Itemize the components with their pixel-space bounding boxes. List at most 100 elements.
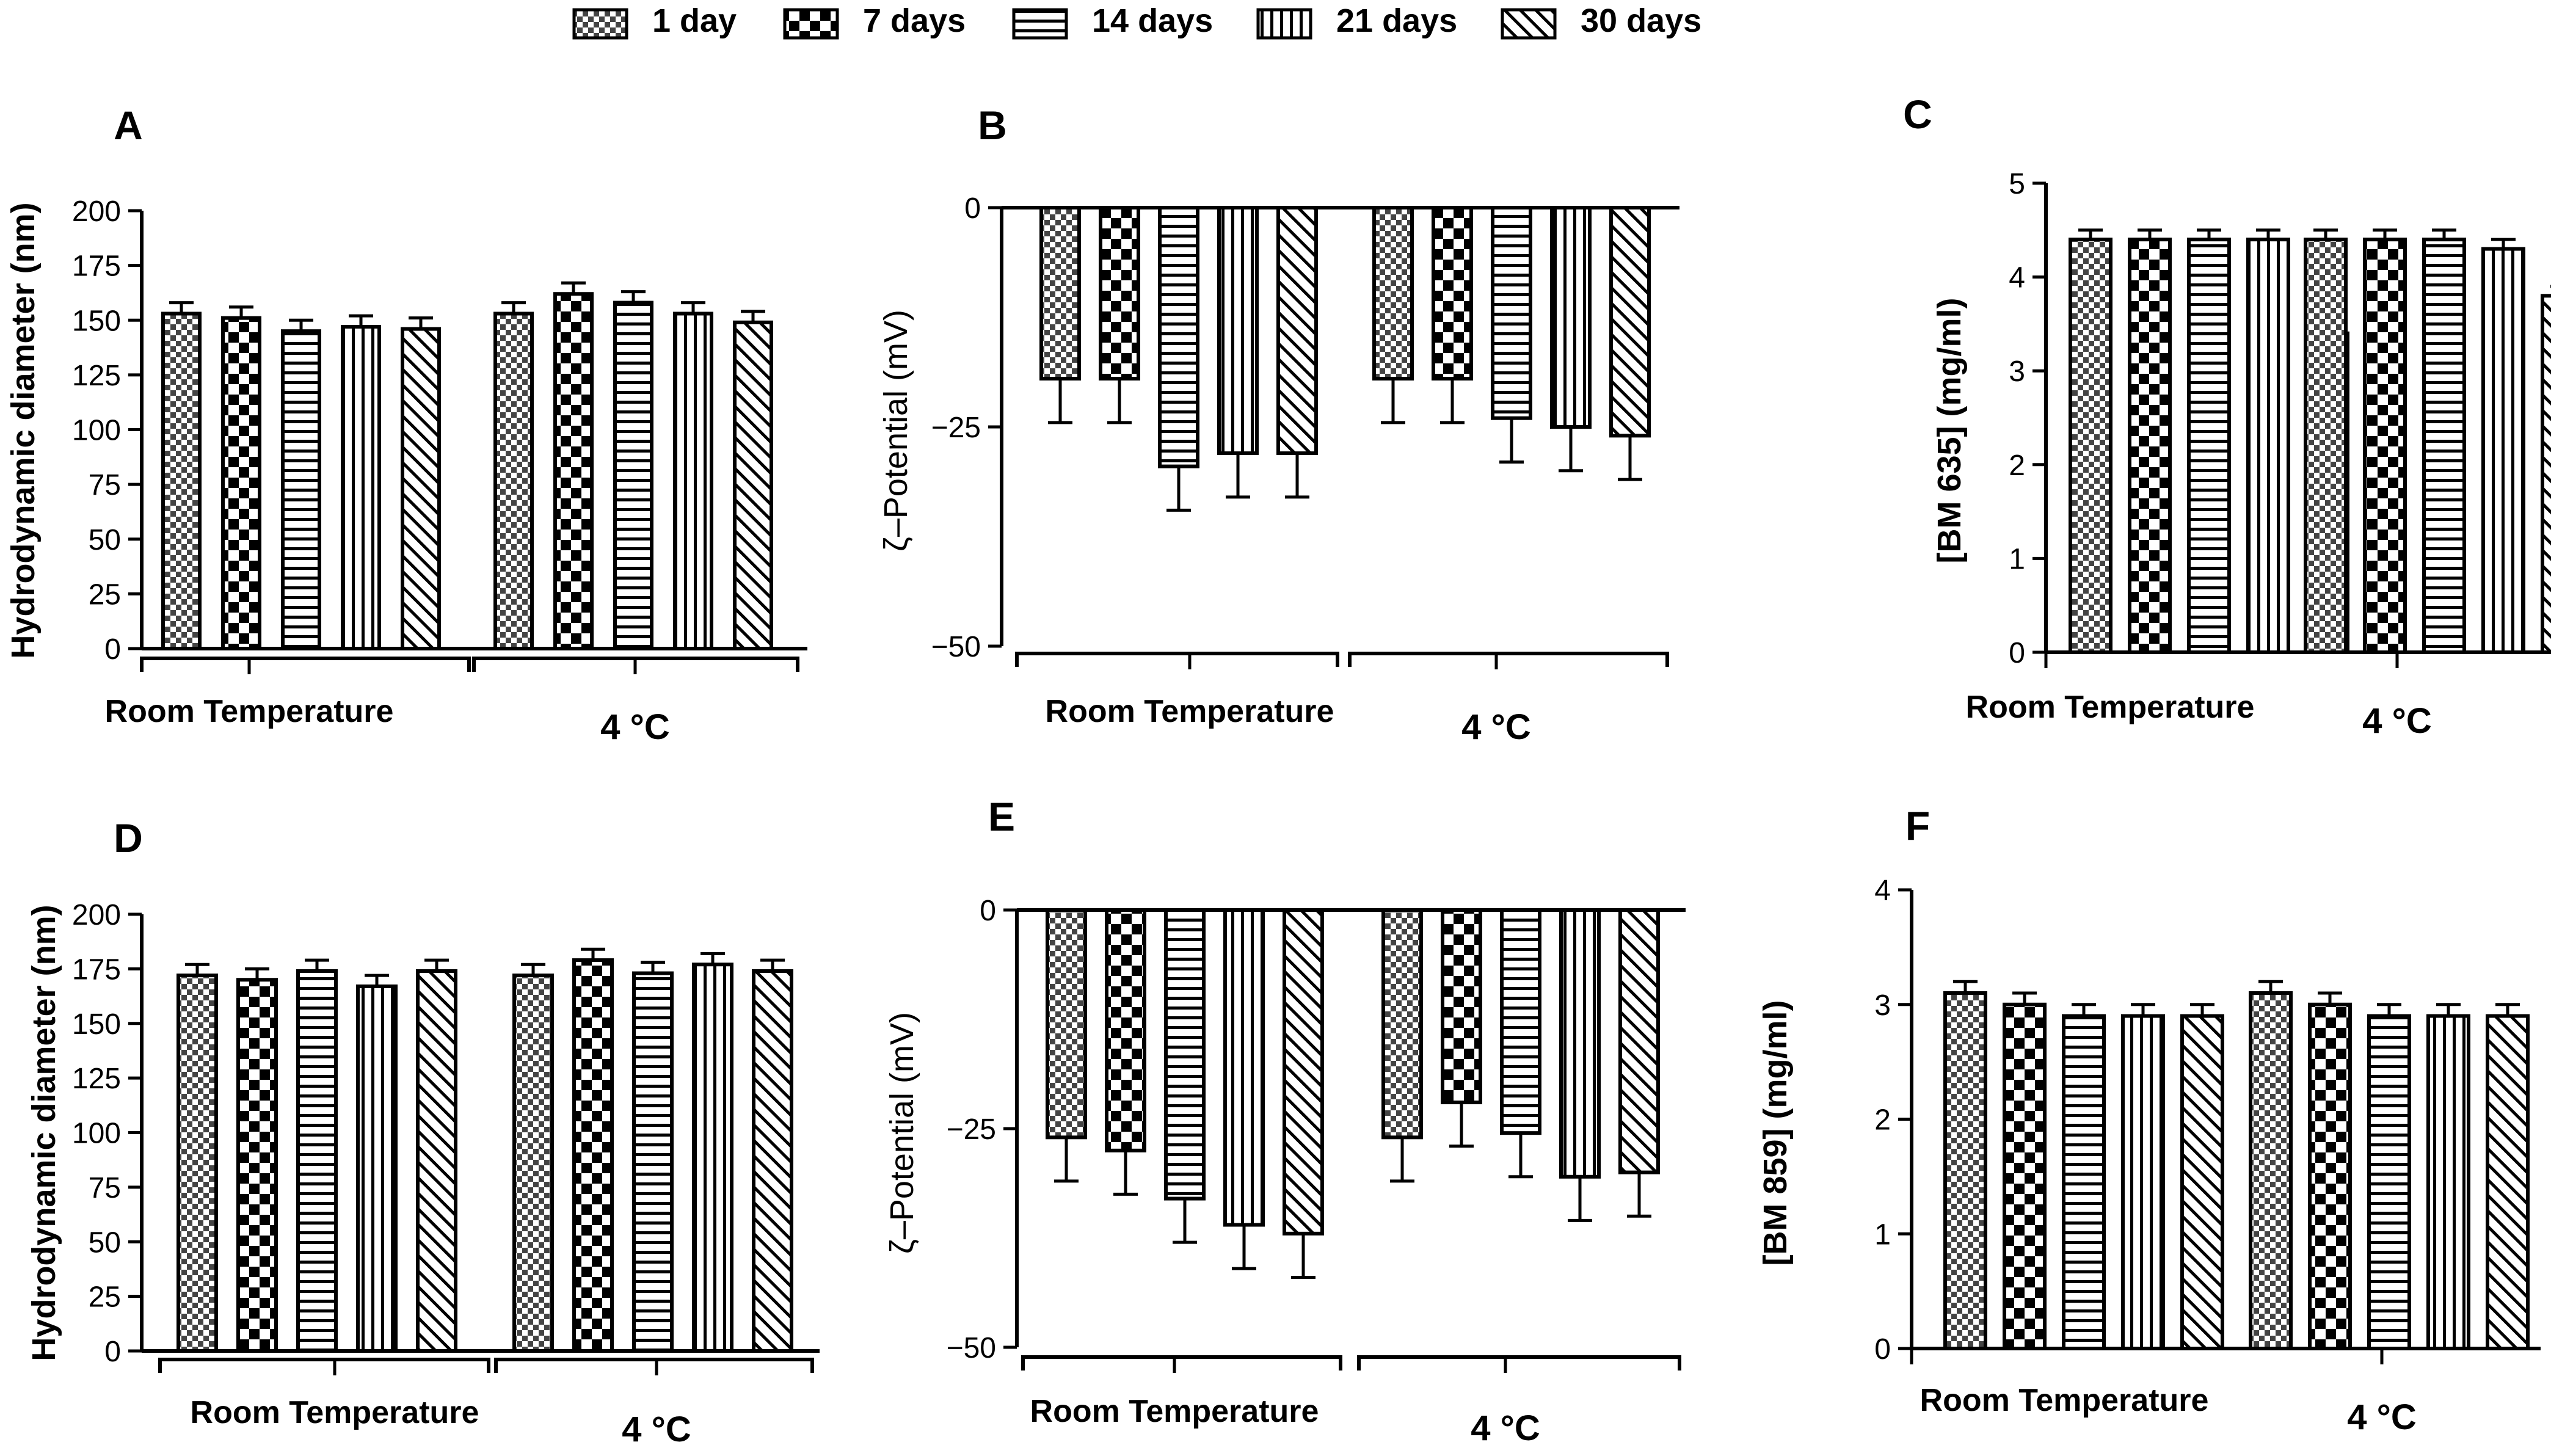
y-tick-label: 75 bbox=[89, 1172, 121, 1204]
bar-E-0-3 bbox=[1223, 908, 1265, 1227]
y-tick-label: 175 bbox=[72, 250, 121, 283]
y-tick-label: 100 bbox=[72, 415, 121, 447]
bar-B-0-2 bbox=[1158, 206, 1199, 468]
chart-F: F 0 1 2 3 4 [BM 859] (mg/ml) Room Temperature 4 … bbox=[1757, 803, 2541, 1437]
bar-C-0-1 bbox=[2128, 238, 2172, 655]
y-tick-label: 200 bbox=[72, 899, 121, 931]
bar-D-0-1 bbox=[236, 978, 278, 1353]
y-tick-label: 5 bbox=[2009, 168, 2025, 200]
panel-letter-E: E bbox=[988, 794, 1015, 839]
bar-C-1-2 bbox=[2422, 238, 2466, 655]
y-tick-label: 4 bbox=[2009, 262, 2025, 294]
bar-D-0-3 bbox=[356, 984, 398, 1353]
y-tick-label: 3 bbox=[2009, 355, 2025, 388]
y-tick-label: 0 bbox=[104, 633, 121, 666]
bar-C-0-3 bbox=[2246, 238, 2290, 655]
panel-letter-C: C bbox=[1903, 92, 1932, 137]
bar-A-0-0 bbox=[161, 311, 202, 650]
bar-F-1-4 bbox=[2486, 1014, 2530, 1350]
y-tick-label: 75 bbox=[89, 469, 121, 501]
y-tick-label: 175 bbox=[72, 953, 121, 986]
group-bracket bbox=[1015, 652, 1339, 667]
group-label-0: Room Temperature bbox=[1920, 1383, 2209, 1418]
group-label-0: Room Temperature bbox=[1966, 690, 2255, 725]
bar-E-0-2 bbox=[1164, 908, 1206, 1201]
bar-A-0-4 bbox=[401, 327, 441, 650]
chart-D: D 0 25 50 75 100 125 150 175 200 Hydrodynamic diam… bbox=[26, 815, 820, 1449]
bar-B-1-0 bbox=[1372, 206, 1414, 381]
group-label-0: Room Temperature bbox=[1046, 694, 1334, 729]
y-tick-label: 150 bbox=[72, 305, 121, 337]
bar-D-1-4 bbox=[752, 969, 793, 1353]
y-axis-label: [BM 635] (mg/ml) bbox=[1931, 297, 1968, 563]
legend-label-3: 21 days bbox=[1336, 2, 1457, 39]
y-tick-label: 0 bbox=[1874, 1333, 1891, 1366]
legend-swatch-1 bbox=[783, 8, 839, 40]
bar-C-1-3 bbox=[2481, 247, 2525, 654]
y-tick-label: 0 bbox=[964, 192, 981, 225]
bar-A-1-2 bbox=[613, 300, 653, 650]
bar-F-1-0 bbox=[2249, 991, 2293, 1350]
y-tick-label: 0 bbox=[104, 1336, 121, 1368]
y-tick-label: 25 bbox=[89, 1281, 121, 1314]
y-tick-label: 1 bbox=[2009, 543, 2025, 575]
y-tick-label: 0 bbox=[2009, 637, 2025, 669]
legend-swatch-4 bbox=[1501, 8, 1557, 40]
bar-A-1-1 bbox=[553, 292, 594, 651]
bar-B-0-1 bbox=[1099, 206, 1140, 381]
bar-F-0-1 bbox=[2003, 1002, 2047, 1350]
y-tick-label: 1 bbox=[1874, 1218, 1891, 1251]
bar-C-0-0 bbox=[2069, 238, 2112, 655]
group-label-1: 4 °C bbox=[622, 1410, 691, 1449]
bar-F-0-3 bbox=[2121, 1014, 2165, 1350]
bar-E-0-4 bbox=[1283, 908, 1324, 1236]
panel-letter-A: A bbox=[114, 103, 143, 148]
y-tick-label: 200 bbox=[72, 195, 121, 228]
chart-A: A 0 25 50 75 100 125 150 175 200 Hydrodynamic diam… bbox=[5, 103, 807, 747]
bar-A-1-3 bbox=[673, 311, 713, 650]
bar-B-0-0 bbox=[1039, 206, 1081, 381]
bar-A-1-4 bbox=[733, 320, 773, 650]
y-tick-label: 150 bbox=[72, 1008, 121, 1041]
legend-swatch-3 bbox=[1256, 8, 1312, 40]
bar-F-1-3 bbox=[2426, 1014, 2470, 1350]
bar-D-0-4 bbox=[416, 969, 457, 1353]
y-tick-label: −50 bbox=[947, 1332, 996, 1364]
bar-C-1-0 bbox=[2304, 238, 2348, 655]
bar-E-0-0 bbox=[1046, 908, 1087, 1140]
legend-label-2: 14 days bbox=[1092, 2, 1213, 39]
group-label-1: 4 °C bbox=[1471, 1408, 1540, 1448]
bar-C-1-4 bbox=[2541, 294, 2551, 654]
legend-label-0: 1 day bbox=[652, 2, 737, 39]
group-label-0: Room Temperature bbox=[191, 1395, 479, 1430]
y-tick-label: 3 bbox=[1874, 989, 1891, 1022]
bar-D-0-0 bbox=[176, 974, 218, 1353]
group-label-1: 4 °C bbox=[2347, 1397, 2416, 1437]
y-tick-label: 50 bbox=[89, 1226, 121, 1259]
y-tick-label: 0 bbox=[980, 895, 996, 927]
group-label-1: 4 °C bbox=[2362, 701, 2431, 741]
bar-F-1-1 bbox=[2308, 1002, 2352, 1350]
bar-D-1-3 bbox=[692, 963, 733, 1353]
bar-D-1-1 bbox=[572, 958, 614, 1353]
panel-letter-D: D bbox=[114, 815, 143, 861]
bar-E-0-1 bbox=[1105, 908, 1146, 1152]
legend-label-1: 7 days bbox=[863, 2, 966, 39]
y-axis-label: ζ–Potential (mV) bbox=[884, 1012, 920, 1254]
y-tick-label: 2 bbox=[2009, 450, 2025, 482]
y-tick-label: −50 bbox=[931, 631, 981, 663]
bar-A-1-0 bbox=[493, 311, 534, 650]
y-axis-label: Hydrodynamic diameter (nm) bbox=[26, 905, 62, 1361]
y-tick-label: −25 bbox=[947, 1113, 996, 1146]
y-tick-label: 2 bbox=[1874, 1104, 1891, 1137]
group-bracket bbox=[1348, 652, 1669, 667]
bar-E-1-1 bbox=[1441, 908, 1482, 1105]
group-bracket bbox=[158, 1358, 490, 1373]
y-tick-label: 125 bbox=[72, 1063, 121, 1095]
group-label-1: 4 °C bbox=[1461, 707, 1530, 747]
y-tick-label: 100 bbox=[72, 1118, 121, 1150]
bar-B-1-1 bbox=[1432, 206, 1473, 381]
bar-A-0-3 bbox=[341, 325, 381, 650]
